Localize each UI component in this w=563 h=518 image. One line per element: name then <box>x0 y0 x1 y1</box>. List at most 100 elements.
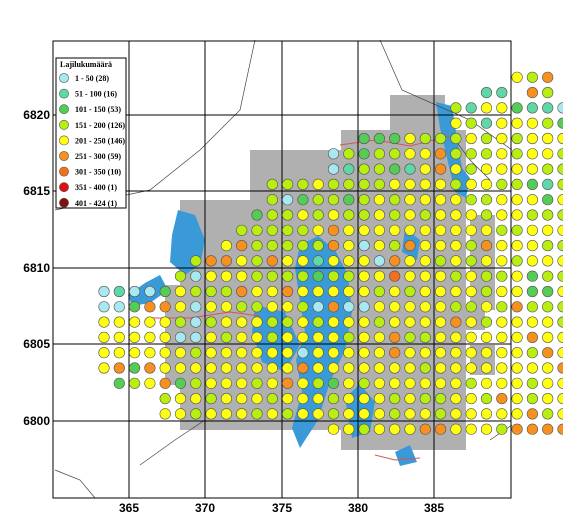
grid-point <box>526 178 539 190</box>
grid-point <box>526 71 539 83</box>
grid-point <box>327 331 340 344</box>
grid-point <box>419 224 431 236</box>
grid-point <box>129 362 141 374</box>
grid-point <box>465 163 477 175</box>
grid-point <box>404 362 416 374</box>
legend-label: 301 - 350 (10) <box>75 168 121 177</box>
grid-point <box>389 423 401 435</box>
grid-point <box>450 148 462 160</box>
grid-point <box>496 316 508 328</box>
grid-point <box>419 163 431 175</box>
grid-point <box>343 423 355 435</box>
grid-point <box>511 240 523 252</box>
grid-point <box>526 331 539 344</box>
grid-point <box>496 117 508 129</box>
grid-point <box>542 163 554 175</box>
grid-point <box>297 270 309 282</box>
y-tick-label: 6815 <box>23 184 50 198</box>
grid-point <box>480 362 493 374</box>
grid-point <box>419 393 431 405</box>
grid-point <box>312 270 324 282</box>
grid-point <box>389 408 401 420</box>
grid-point <box>282 285 294 298</box>
grid-point <box>174 377 187 389</box>
grid-point <box>511 117 523 129</box>
grid-point <box>419 148 431 160</box>
grid-point <box>358 270 370 282</box>
grid-point <box>220 393 232 405</box>
legend-swatch <box>59 197 69 208</box>
grid-point <box>266 285 278 298</box>
grid-point <box>373 347 386 359</box>
grid-point <box>220 377 232 389</box>
grid-point <box>220 316 232 328</box>
grid-point <box>190 362 202 374</box>
grid-point <box>205 316 217 328</box>
grid-point <box>496 377 508 389</box>
grid-point <box>419 301 431 313</box>
grid-point <box>542 86 554 99</box>
grid-point <box>480 132 493 145</box>
grid-point <box>480 224 493 236</box>
grid-point <box>205 362 217 374</box>
grid-point <box>419 316 431 328</box>
grid-point <box>358 301 370 313</box>
grid-point <box>435 301 447 313</box>
grid-point <box>159 301 171 313</box>
grid-point <box>450 102 462 114</box>
grid-point <box>205 285 217 298</box>
grid-point <box>297 209 309 221</box>
grid-point <box>511 408 523 420</box>
grid-point <box>236 347 248 359</box>
legend-box <box>55 57 127 209</box>
grid-point <box>266 377 278 389</box>
grid-point <box>251 209 263 221</box>
legend-swatch <box>59 151 69 161</box>
grid-point <box>480 178 493 190</box>
grid-point <box>542 270 554 282</box>
grid-point <box>496 240 508 252</box>
grid-point <box>190 377 202 389</box>
grid-point <box>205 255 217 267</box>
grid-point <box>496 331 508 344</box>
grid-point <box>389 285 401 298</box>
grid-point <box>465 408 477 420</box>
grid-point <box>435 316 447 328</box>
grid-point <box>404 194 416 206</box>
grid-point <box>496 347 508 359</box>
grid-point <box>542 285 554 298</box>
grid-point <box>220 347 232 359</box>
grid-point <box>358 209 370 221</box>
grid-point <box>358 408 370 420</box>
x-tick-label: 370 <box>195 501 215 515</box>
grid-point <box>557 240 563 252</box>
grid-point <box>251 362 263 374</box>
grid-point <box>373 148 386 160</box>
grid-point <box>266 331 278 344</box>
grid-point <box>343 270 355 282</box>
grid-point <box>419 377 431 389</box>
grid-point <box>435 148 447 160</box>
grid-point <box>236 285 248 298</box>
grid-point <box>251 316 263 328</box>
grid-point <box>557 362 563 374</box>
grid-point <box>480 377 493 389</box>
grid-point <box>557 423 563 435</box>
grid-point <box>511 301 523 313</box>
grid-point <box>358 255 370 267</box>
grid-point <box>511 148 523 160</box>
grid-point <box>312 209 324 221</box>
grid-point <box>343 377 355 389</box>
grid-point <box>327 362 340 374</box>
grid-point <box>480 301 493 313</box>
grid-point <box>526 209 539 221</box>
grid-point <box>542 102 554 114</box>
grid-point <box>496 178 508 190</box>
grid-point <box>526 347 539 359</box>
grid-point <box>358 347 370 359</box>
grid-point <box>282 194 294 206</box>
grid-point <box>450 285 462 298</box>
grid-point <box>435 393 447 405</box>
grid-point <box>312 194 324 206</box>
y-tick-label: 6810 <box>23 261 50 275</box>
